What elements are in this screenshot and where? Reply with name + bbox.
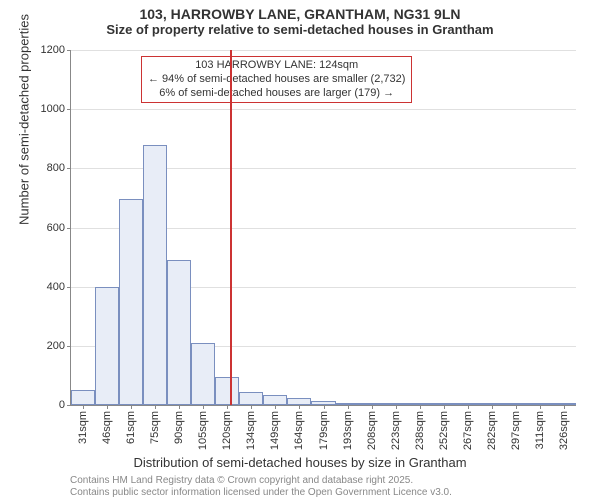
marker-line: [230, 50, 232, 405]
histogram-bar: [287, 398, 311, 405]
callout-line-2: ← 94% of semi-detached houses are smalle…: [148, 73, 405, 87]
histogram-bar: [119, 199, 143, 405]
x-tick-mark: [396, 405, 397, 409]
histogram-bar: [263, 395, 287, 405]
x-tick-label: 297sqm: [510, 411, 522, 450]
histogram-bar: [239, 392, 263, 405]
x-tick-mark: [299, 405, 300, 409]
x-tick-mark: [492, 405, 493, 409]
page-title: 103, HARROWBY LANE, GRANTHAM, NG31 9LN: [0, 0, 600, 22]
histogram-bar: [71, 390, 95, 405]
histogram-bar: [167, 260, 191, 405]
x-tick-label: 75sqm: [149, 411, 161, 444]
x-tick-mark: [540, 405, 541, 409]
x-tick-mark: [275, 405, 276, 409]
x-tick-mark: [179, 405, 180, 409]
x-tick-label: 238sqm: [414, 411, 426, 450]
histogram-plot: 103 HARROWBY LANE: 124sqm ← 94% of semi-…: [70, 50, 576, 406]
x-tick-label: 208sqm: [366, 411, 378, 450]
x-tick-label: 134sqm: [245, 411, 257, 450]
x-tick-mark: [83, 405, 84, 409]
x-tick-label: 164sqm: [293, 411, 305, 450]
x-tick-label: 267sqm: [462, 411, 474, 450]
histogram-bar: [191, 343, 215, 405]
x-tick-mark: [155, 405, 156, 409]
callout-line-1: 103 HARROWBY LANE: 124sqm: [148, 59, 405, 73]
x-tick-mark: [468, 405, 469, 409]
x-tick-label: 105sqm: [197, 411, 209, 450]
y-tick-label: 200: [47, 340, 71, 352]
x-tick-mark: [107, 405, 108, 409]
x-tick-mark: [516, 405, 517, 409]
x-tick-label: 311sqm: [534, 411, 546, 449]
x-tick-mark: [444, 405, 445, 409]
y-tick-label: 1200: [41, 44, 71, 56]
callout-line-3: 6% of semi-detached houses are larger (1…: [148, 87, 405, 101]
y-tick-label: 1000: [41, 103, 71, 115]
histogram-bar: [95, 287, 119, 405]
x-tick-label: 31sqm: [77, 411, 89, 444]
x-tick-label: 252sqm: [438, 411, 450, 450]
x-tick-mark: [420, 405, 421, 409]
x-tick-mark: [227, 405, 228, 409]
histogram-bar: [143, 145, 167, 405]
grid-line: [71, 50, 576, 51]
y-axis-label: Number of semi-detached properties: [17, 14, 32, 225]
x-tick-mark: [203, 405, 204, 409]
x-tick-label: 326sqm: [558, 411, 570, 450]
y-tick-label: 600: [47, 222, 71, 234]
x-tick-label: 179sqm: [318, 411, 330, 450]
x-tick-mark: [251, 405, 252, 409]
x-tick-label: 120sqm: [221, 411, 233, 450]
x-tick-mark: [131, 405, 132, 409]
page-subtitle: Size of property relative to semi-detach…: [0, 22, 600, 41]
x-tick-mark: [324, 405, 325, 409]
y-tick-label: 400: [47, 281, 71, 293]
y-tick-label: 0: [59, 399, 71, 411]
y-tick-label: 800: [47, 162, 71, 174]
x-tick-label: 46sqm: [101, 411, 113, 444]
x-tick-label: 149sqm: [269, 411, 281, 450]
x-tick-mark: [348, 405, 349, 409]
x-tick-label: 61sqm: [125, 411, 137, 444]
histogram-bar: [215, 377, 239, 405]
x-tick-mark: [564, 405, 565, 409]
x-axis-label: Distribution of semi-detached houses by …: [133, 455, 466, 470]
grid-line: [71, 109, 576, 110]
x-tick-label: 193sqm: [342, 411, 354, 450]
x-tick-label: 223sqm: [390, 411, 402, 450]
callout-box: 103 HARROWBY LANE: 124sqm ← 94% of semi-…: [141, 56, 412, 103]
footer-line-1: Contains HM Land Registry data © Crown c…: [70, 475, 413, 486]
x-tick-label: 282sqm: [486, 411, 498, 450]
x-tick-mark: [372, 405, 373, 409]
footer-line-2: Contains public sector information licen…: [70, 487, 452, 498]
x-tick-label: 90sqm: [173, 411, 185, 444]
